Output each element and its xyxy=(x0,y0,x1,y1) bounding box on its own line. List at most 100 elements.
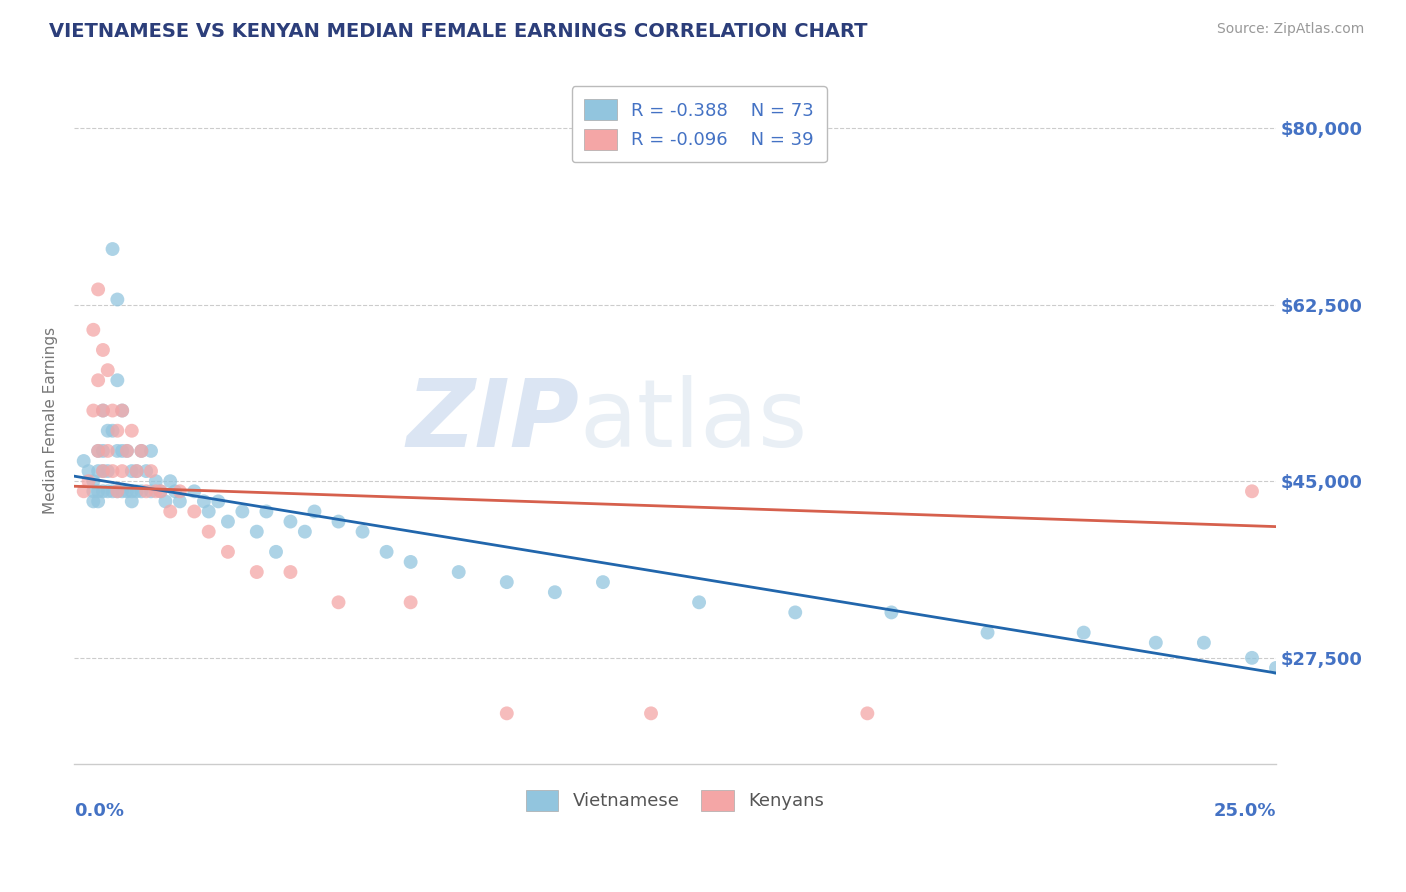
Point xyxy=(87,484,110,499)
Point xyxy=(121,424,143,438)
Point xyxy=(495,575,517,590)
Point xyxy=(197,524,219,539)
Point xyxy=(495,706,517,721)
Point xyxy=(111,403,134,417)
Point xyxy=(165,484,187,499)
Legend: Vietnamese, Kenyans: Vietnamese, Kenyans xyxy=(513,777,837,823)
Point xyxy=(111,403,134,417)
Point xyxy=(101,403,124,417)
Text: ZIP: ZIP xyxy=(406,375,579,467)
Point xyxy=(352,524,374,539)
Point xyxy=(1240,650,1263,665)
Point xyxy=(197,504,219,518)
Point xyxy=(91,444,114,458)
Point xyxy=(77,474,100,488)
Point xyxy=(111,484,134,499)
Point xyxy=(640,706,662,721)
Point xyxy=(111,444,134,458)
Point xyxy=(183,504,205,518)
Point xyxy=(139,444,162,458)
Point xyxy=(135,464,157,478)
Point xyxy=(97,424,120,438)
Point xyxy=(193,494,215,508)
Point xyxy=(544,585,567,599)
Text: atlas: atlas xyxy=(579,375,807,467)
Point xyxy=(139,464,162,478)
Point xyxy=(304,504,326,518)
Point xyxy=(82,323,104,337)
Point xyxy=(328,515,350,529)
Point xyxy=(145,484,167,499)
Point xyxy=(294,524,316,539)
Point xyxy=(121,494,143,508)
Point xyxy=(115,444,138,458)
Point xyxy=(399,555,422,569)
Point xyxy=(1192,636,1215,650)
Point xyxy=(91,403,114,417)
Point xyxy=(105,484,128,499)
Point xyxy=(1144,636,1167,650)
Point xyxy=(254,504,277,518)
Point xyxy=(217,545,239,559)
Point xyxy=(91,343,114,357)
Point xyxy=(145,474,167,488)
Point xyxy=(169,494,191,508)
Point xyxy=(82,484,104,499)
Point xyxy=(135,484,157,499)
Point xyxy=(149,484,172,499)
Point xyxy=(105,484,128,499)
Point xyxy=(87,464,110,478)
Point xyxy=(131,444,153,458)
Point xyxy=(1265,661,1288,675)
Point xyxy=(328,595,350,609)
Point xyxy=(97,464,120,478)
Point xyxy=(91,403,114,417)
Point xyxy=(139,484,162,499)
Point xyxy=(399,595,422,609)
Point xyxy=(169,484,191,499)
Point xyxy=(207,494,229,508)
Point xyxy=(447,565,470,579)
Point xyxy=(231,504,253,518)
Point xyxy=(73,484,96,499)
Point xyxy=(183,484,205,499)
Point xyxy=(111,464,134,478)
Point xyxy=(149,484,172,499)
Point xyxy=(125,464,148,478)
Point xyxy=(159,474,181,488)
Point xyxy=(688,595,710,609)
Point xyxy=(105,373,128,387)
Point xyxy=(101,484,124,499)
Point xyxy=(105,444,128,458)
Point xyxy=(97,444,120,458)
Text: Source: ZipAtlas.com: Source: ZipAtlas.com xyxy=(1216,22,1364,37)
Point xyxy=(73,454,96,468)
Point xyxy=(1240,484,1263,499)
Point xyxy=(87,444,110,458)
Text: 25.0%: 25.0% xyxy=(1213,802,1277,820)
Point xyxy=(856,706,879,721)
Y-axis label: Median Female Earnings: Median Female Earnings xyxy=(44,327,58,514)
Point xyxy=(101,242,124,256)
Text: 0.0%: 0.0% xyxy=(75,802,124,820)
Point xyxy=(91,464,114,478)
Point xyxy=(101,424,124,438)
Point xyxy=(105,293,128,307)
Point xyxy=(91,484,114,499)
Point xyxy=(976,625,998,640)
Point xyxy=(246,565,269,579)
Point xyxy=(121,484,143,499)
Point xyxy=(91,464,114,478)
Point xyxy=(82,403,104,417)
Point xyxy=(785,606,807,620)
Point xyxy=(131,444,153,458)
Point xyxy=(280,515,302,529)
Point xyxy=(264,545,287,559)
Point xyxy=(592,575,614,590)
Point xyxy=(97,484,120,499)
Point xyxy=(375,545,398,559)
Point xyxy=(82,494,104,508)
Point xyxy=(101,464,124,478)
Point xyxy=(125,484,148,499)
Point xyxy=(246,524,269,539)
